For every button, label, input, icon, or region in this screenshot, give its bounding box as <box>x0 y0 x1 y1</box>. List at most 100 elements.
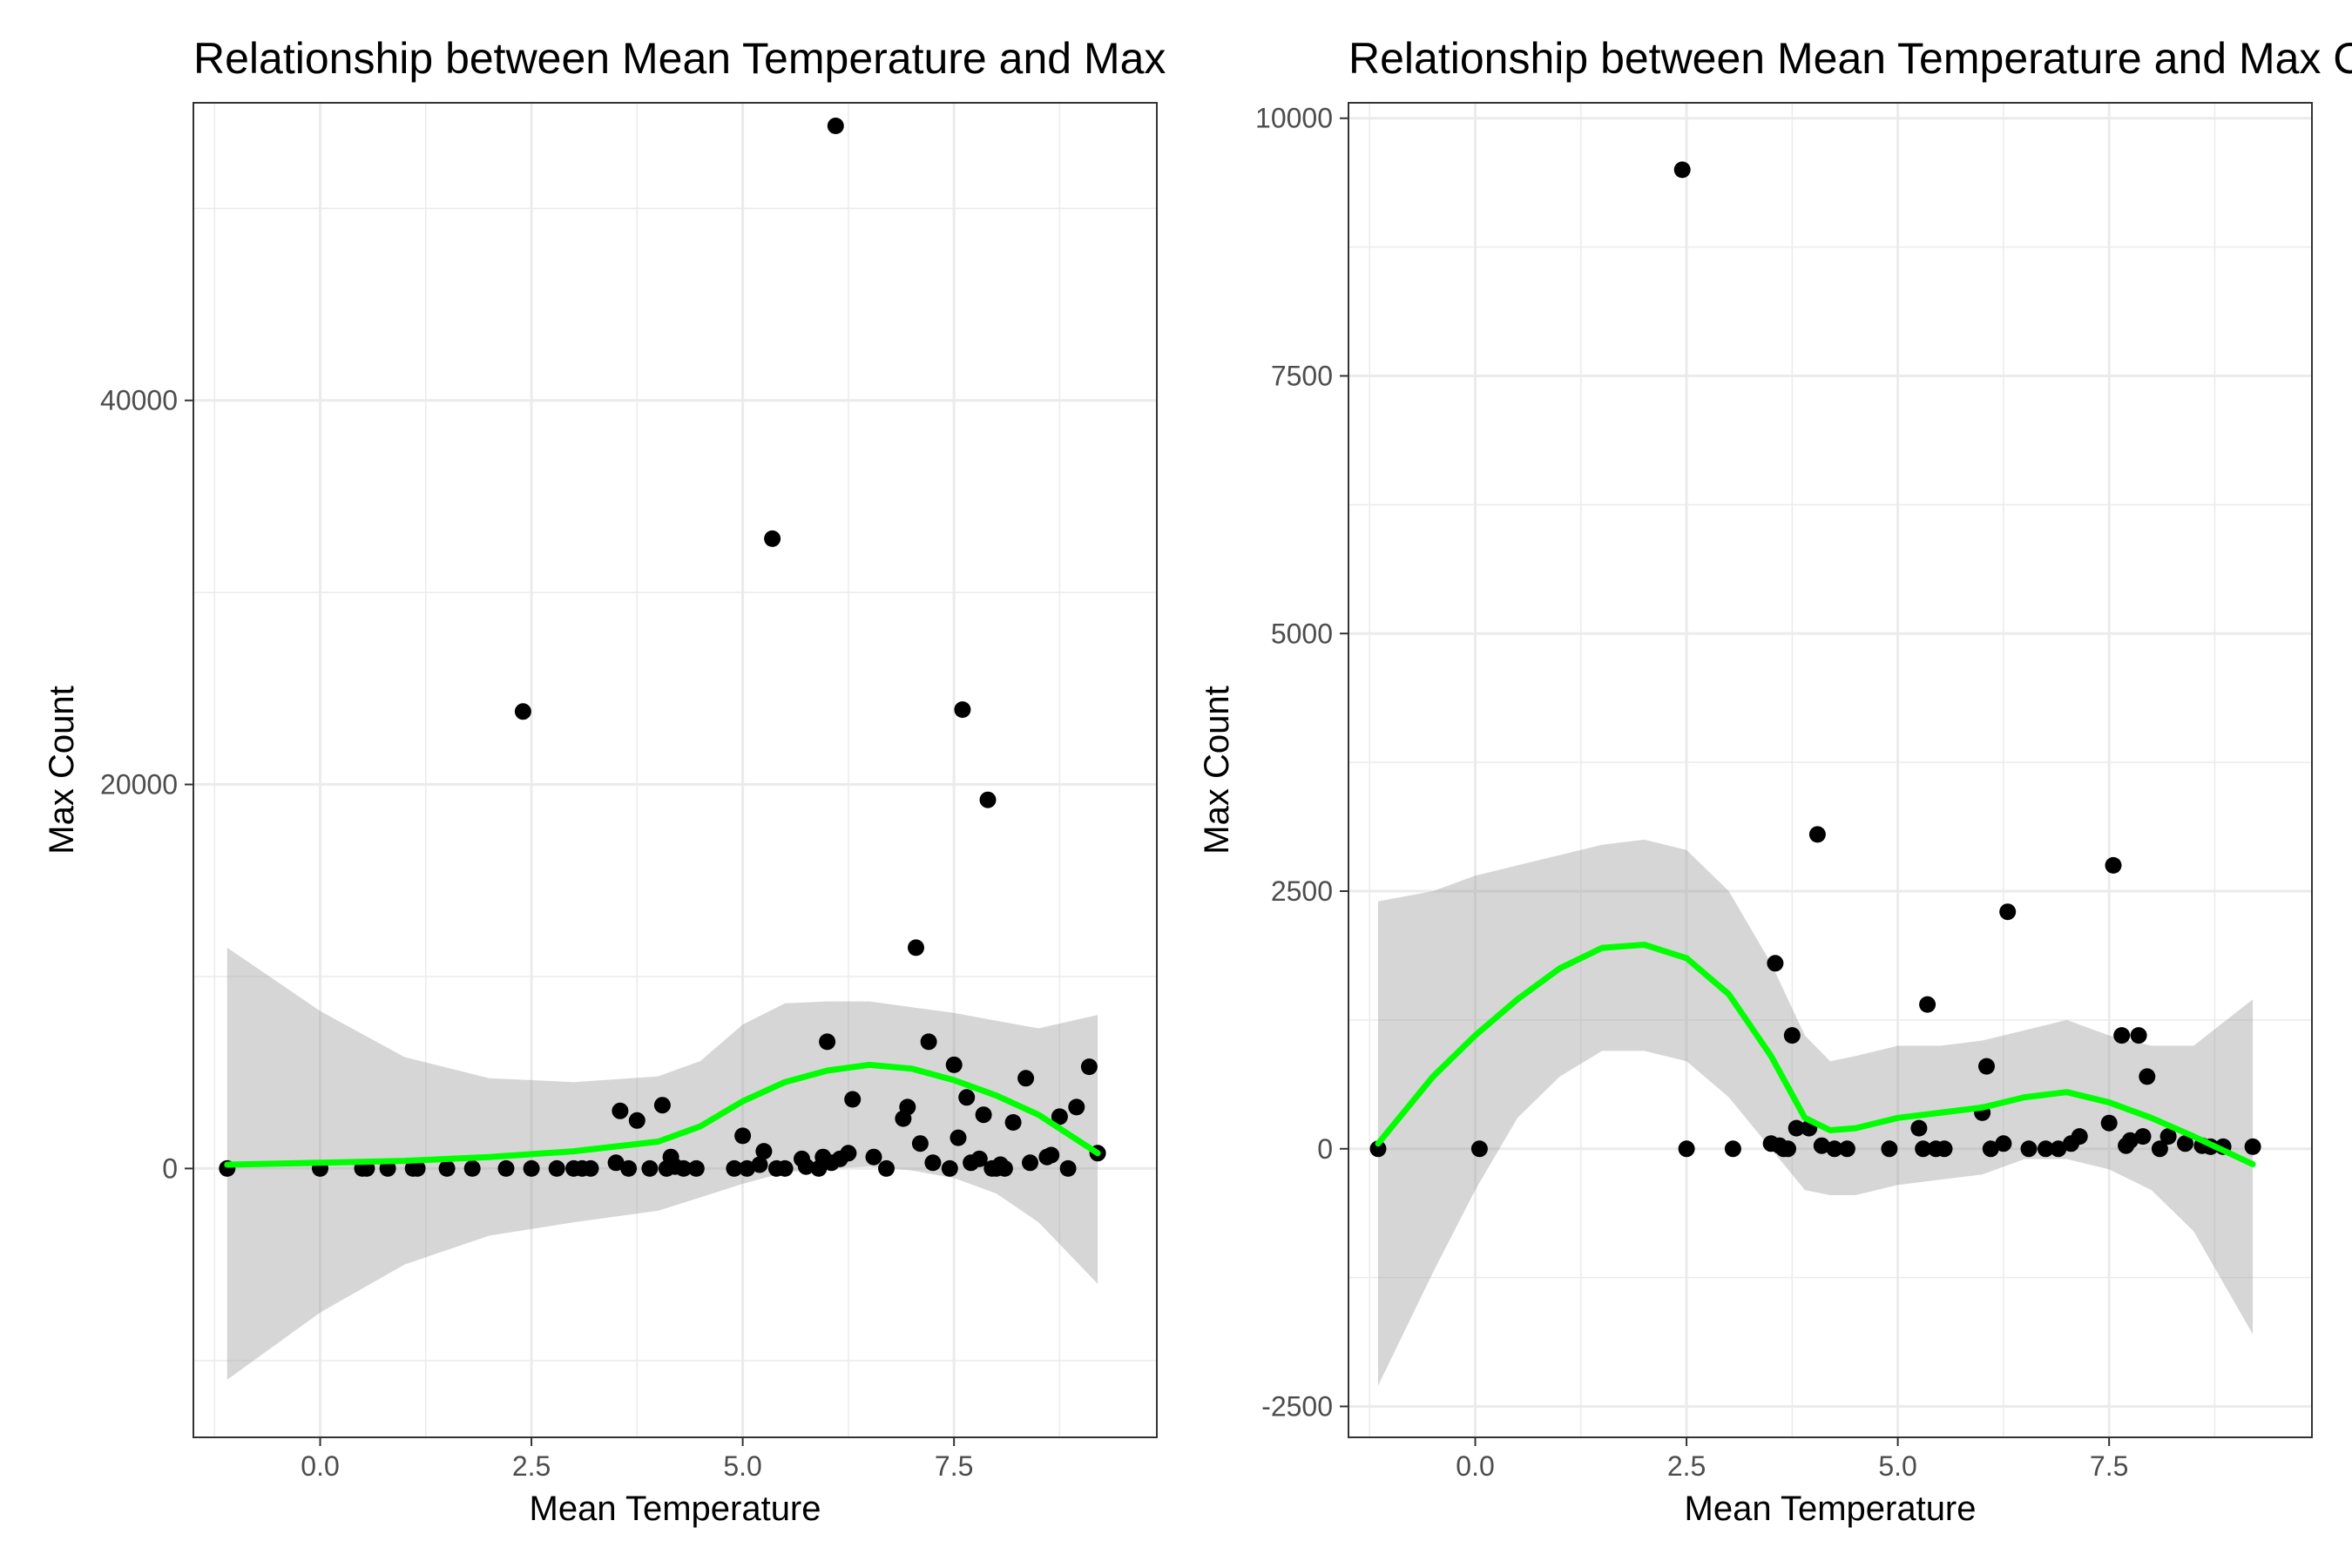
data-point <box>641 1159 659 1177</box>
left-chart-panel: 0.0 2.5 5.0 7.5 0 20000 40000 Relationship bet… <box>43 34 1176 1528</box>
data-point <box>1826 1140 1843 1158</box>
data-point <box>628 1112 645 1129</box>
data-point <box>920 1033 937 1051</box>
data-point <box>2050 1140 2067 1158</box>
data-point <box>1910 1119 1928 1137</box>
data-point <box>1982 1140 1999 1158</box>
data-point <box>1051 1108 1068 1125</box>
data-point <box>996 1159 1013 1177</box>
data-point <box>463 1159 481 1177</box>
data-point <box>1068 1098 1085 1116</box>
data-point <box>438 1159 456 1177</box>
data-point <box>675 1159 693 1177</box>
data-point <box>620 1159 638 1177</box>
data-point <box>911 1135 929 1152</box>
confidence-band <box>1378 839 2254 1386</box>
data-point <box>1978 1058 1995 1075</box>
data-point <box>755 1143 773 1160</box>
x-tick-label: 5.0 <box>723 1450 761 1482</box>
data-point <box>409 1159 426 1177</box>
data-point <box>764 530 781 547</box>
x-axis-title: Mean Temperature <box>1685 1490 1977 1528</box>
y-tick-label: 0 <box>1317 1133 1333 1165</box>
y-tick-label: 10000 <box>1255 103 1333 134</box>
smooth-line-path <box>1375 942 2256 1167</box>
data-point <box>1999 903 2017 921</box>
data-point <box>548 1159 565 1177</box>
x-tick-label: 2.5 <box>1667 1450 1706 1482</box>
data-point <box>2139 1068 2156 1085</box>
axis-ticks: 0.0 2.5 5.0 7.5 0 20000 40000 <box>100 385 973 1482</box>
x-tick-label: 0.0 <box>301 1450 339 1482</box>
data-point <box>2130 1027 2147 1044</box>
data-point <box>2105 856 2122 874</box>
data-point <box>1915 1140 1932 1158</box>
data-point <box>1838 1140 1855 1158</box>
y-tick-label: 7500 <box>1271 360 1333 391</box>
data-point <box>1059 1159 1077 1177</box>
data-point <box>2134 1128 2152 1146</box>
y-tick-label: 5000 <box>1271 618 1333 649</box>
data-points <box>219 118 1106 1177</box>
data-point <box>797 1158 814 1175</box>
data-point <box>1936 1140 1953 1158</box>
chart-title: Relationship between Mean Temperature an… <box>193 34 1176 83</box>
y-tick-label: 0 <box>162 1152 178 1184</box>
data-point <box>970 1150 988 1167</box>
data-point <box>1004 1114 1022 1131</box>
data-point <box>899 1098 916 1116</box>
data-point <box>865 1148 882 1166</box>
data-point <box>1881 1140 1898 1158</box>
plot-background <box>1348 103 2312 1437</box>
data-point <box>1470 1140 1488 1158</box>
data-point <box>1369 1140 1387 1158</box>
y-axis-title: Max Count <box>43 686 81 854</box>
data-point <box>726 1159 743 1177</box>
y-tick-label: 20000 <box>100 769 178 801</box>
data-point <box>844 1091 862 1108</box>
data-point <box>1767 955 1784 972</box>
chart-title: Relationship between Mean Temperature an… <box>1348 34 2352 83</box>
data-point <box>1080 1058 1098 1076</box>
data-point <box>1673 161 1691 179</box>
data-point <box>1724 1140 1741 1158</box>
x-tick-label: 2.5 <box>512 1450 551 1482</box>
x-tick-label: 0.0 <box>1456 1450 1494 1482</box>
data-point <box>612 1102 629 1119</box>
data-point <box>751 1156 768 1173</box>
smooth-line-path <box>224 1061 1101 1168</box>
data-point <box>687 1159 705 1177</box>
data-point <box>2151 1140 2168 1158</box>
x-tick-label: 7.5 <box>2090 1450 2128 1482</box>
data-point <box>840 1145 857 1162</box>
data-point <box>379 1159 396 1177</box>
smooth-line <box>224 1061 1101 1168</box>
right-chart: 0.0 2.5 5.0 7.5 -2500 0 2500 5000 7500 10000 Rela… <box>1198 34 2352 1528</box>
data-point <box>1788 1119 1805 1137</box>
data-point <box>2121 1132 2139 1149</box>
data-point <box>950 1129 967 1146</box>
data-point <box>2037 1140 2054 1158</box>
data-point <box>497 1159 515 1177</box>
data-point <box>1017 1070 1035 1087</box>
data-point <box>954 701 971 719</box>
plot-panel-border <box>193 102 1158 1438</box>
data-point <box>1813 1137 1830 1154</box>
left-chart: 0.0 2.5 5.0 7.5 0 20000 40000 Relationship bet… <box>43 34 1176 1528</box>
data-point <box>975 1106 992 1124</box>
data-point <box>1808 826 1826 843</box>
data-point <box>1678 1140 1695 1158</box>
data-point <box>734 1127 752 1145</box>
x-tick-label: 5.0 <box>1878 1450 1916 1482</box>
data-point <box>653 1097 671 1114</box>
data-point <box>2113 1027 2131 1044</box>
data-point <box>739 1159 755 1177</box>
data-point <box>878 1159 895 1177</box>
data-point <box>1022 1154 1038 1172</box>
x-tick-label: 7.5 <box>935 1450 973 1482</box>
data-point <box>514 703 531 720</box>
confidence-band-area <box>1378 839 2254 1386</box>
data-point <box>2244 1138 2261 1155</box>
data-point <box>1919 996 1936 1013</box>
data-point <box>523 1159 540 1177</box>
